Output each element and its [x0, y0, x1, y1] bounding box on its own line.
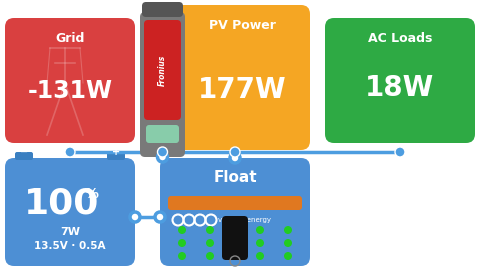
FancyBboxPatch shape [107, 152, 125, 160]
FancyBboxPatch shape [5, 158, 135, 266]
Text: 13.5V · 0.5A: 13.5V · 0.5A [34, 241, 106, 251]
Circle shape [178, 252, 186, 260]
Circle shape [155, 212, 165, 222]
Circle shape [205, 239, 214, 247]
Circle shape [157, 147, 167, 157]
Circle shape [255, 226, 264, 234]
Text: 18W: 18W [365, 75, 434, 103]
Text: -131W: -131W [27, 79, 112, 103]
Text: +: + [112, 147, 120, 157]
FancyBboxPatch shape [142, 2, 182, 17]
FancyBboxPatch shape [15, 152, 33, 160]
Text: PV Power: PV Power [209, 19, 276, 32]
Text: Fronius: Fronius [157, 54, 167, 86]
Text: 100: 100 [24, 187, 99, 221]
FancyBboxPatch shape [160, 158, 309, 266]
Circle shape [229, 147, 240, 157]
FancyBboxPatch shape [222, 216, 248, 260]
Circle shape [65, 147, 75, 157]
Circle shape [157, 152, 167, 162]
Text: AC Loads: AC Loads [367, 32, 432, 45]
FancyBboxPatch shape [146, 125, 179, 143]
FancyBboxPatch shape [140, 12, 185, 157]
FancyBboxPatch shape [175, 5, 309, 150]
Text: victron  energy: victron energy [218, 217, 271, 223]
FancyBboxPatch shape [168, 196, 301, 210]
Text: Grid: Grid [55, 32, 84, 45]
Text: 177W: 177W [198, 76, 286, 104]
Circle shape [229, 153, 240, 163]
Text: −: − [20, 147, 28, 157]
Text: Float: Float [213, 170, 256, 185]
Text: 7W: 7W [60, 227, 80, 237]
Circle shape [283, 239, 291, 247]
Circle shape [178, 226, 186, 234]
Circle shape [178, 239, 186, 247]
Circle shape [255, 252, 264, 260]
Circle shape [205, 226, 214, 234]
Circle shape [283, 252, 291, 260]
Circle shape [130, 212, 140, 222]
Circle shape [255, 239, 264, 247]
Text: %: % [85, 187, 99, 201]
Circle shape [205, 252, 214, 260]
Circle shape [394, 147, 404, 157]
FancyBboxPatch shape [324, 18, 474, 143]
Circle shape [283, 226, 291, 234]
FancyBboxPatch shape [5, 18, 135, 143]
FancyBboxPatch shape [144, 20, 180, 120]
